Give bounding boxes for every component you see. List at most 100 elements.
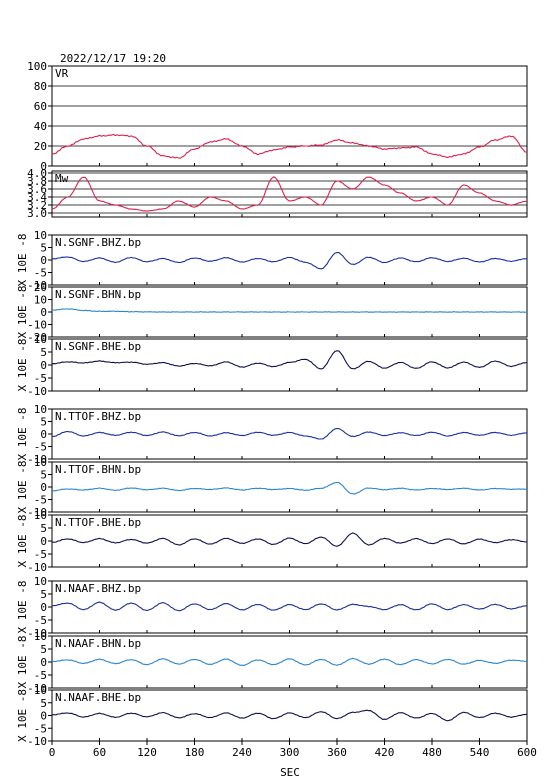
y-tick-label: -10 — [27, 385, 47, 398]
x-tick-label: 180 — [185, 746, 205, 759]
x-tick-label: 60 — [93, 746, 106, 759]
y-axis-label: X 10E -8 — [16, 461, 29, 514]
series-line — [51, 350, 528, 370]
y-tick-label: 0 — [40, 601, 47, 614]
y-axis-label: X 10E -8 — [16, 636, 29, 689]
y-tick-label: -5 — [34, 372, 47, 385]
x-tick-label: 360 — [327, 746, 347, 759]
y-tick-label: 0 — [40, 306, 47, 319]
y-tick-label: 5 — [40, 242, 47, 255]
panel-label: VR — [55, 67, 69, 80]
x-tick-label: 120 — [137, 746, 157, 759]
y-tick-label: -10 — [27, 561, 47, 574]
panel-label: N.SGNF.BHE.bp — [55, 340, 141, 353]
y-axis-label: X 10E -8 — [16, 408, 29, 461]
x-tick-label: 240 — [232, 746, 252, 759]
y-tick-label: 10 — [34, 294, 47, 307]
y-tick-label: 10 — [34, 333, 47, 346]
figure-title: 2022/12/17 19:20 — [60, 52, 166, 65]
y-tick-label: -10 — [27, 279, 47, 292]
y-tick-label: 3.6 — [27, 183, 47, 196]
y-axis-label: X 10E -8 — [16, 234, 29, 287]
y-tick-label: 10 — [34, 630, 47, 643]
y-tick-label: 0 — [40, 481, 47, 494]
panel-mw: 3.03.23.43.63.84.0 Mw — [27, 167, 528, 220]
y-tick-label: -10 — [27, 735, 47, 748]
y-tick-label: 5 — [40, 346, 47, 359]
y-tick-label: -5 — [34, 441, 47, 454]
x-tick-label: 300 — [280, 746, 300, 759]
series-line — [51, 252, 528, 270]
panel-label: N.TTOF.BHN.bp — [55, 463, 141, 476]
x-axis: 0 60 120 180 240 300 360 420 480 540 600 — [49, 741, 537, 759]
y-tick-label: -5 — [34, 267, 47, 280]
panel-frame — [51, 65, 528, 167]
y-tick-label: 10 — [34, 509, 47, 522]
x-tick-label: 600 — [517, 746, 537, 759]
panel-label: N.NAAF.BHE.bp — [55, 691, 141, 704]
y-tick-label: 4.0 — [27, 167, 47, 180]
y-tick-label: 0 — [40, 656, 47, 669]
series-line — [51, 133, 527, 159]
series-line — [51, 532, 528, 547]
y-axis-label: X 10E -8 — [16, 515, 29, 568]
y-tick-label: 100 — [27, 60, 47, 73]
y-tick-label: -10 — [27, 506, 47, 519]
series-line — [51, 601, 528, 612]
x-axis-label: SEC — [280, 766, 300, 779]
y-tick-label: 3.0 — [27, 207, 47, 220]
panel-label: N.SGNF.BHN.bp — [55, 288, 141, 301]
x-tick-label: 0 — [49, 746, 56, 759]
series-line — [51, 427, 528, 440]
series-line — [52, 709, 528, 722]
series-line — [51, 657, 528, 667]
y-tick-label: 20 — [34, 281, 47, 294]
panel-label: N.NAAF.BHZ.bp — [55, 582, 141, 595]
y-tick-label: 0 — [40, 160, 47, 173]
y-tick-label: 60 — [34, 100, 47, 113]
y-tick-label: 5 — [40, 643, 47, 656]
y-tick-label: -5 — [34, 669, 47, 682]
y-axis-label: X 10E -8 — [16, 286, 29, 339]
y-tick-label: -5 — [34, 548, 47, 561]
y-axis-label: X 10E -8 — [16, 339, 29, 392]
y-axis-label: X 10E -8 — [16, 689, 29, 742]
y-tick-label: 0 — [40, 710, 47, 723]
y-tick-label: 5 — [40, 588, 47, 601]
panel-label: N.TTOF.BHE.bp — [55, 516, 141, 529]
y-tick-label: 5 — [40, 469, 47, 482]
y-tick-label: 80 — [34, 80, 47, 93]
y-tick-label: -5 — [34, 614, 47, 627]
y-tick-label: -10 — [27, 627, 47, 640]
y-tick-label: 5 — [40, 522, 47, 535]
panel-label: N.SGNF.BHZ.bp — [55, 236, 141, 249]
y-tick-label: 10 — [34, 229, 47, 242]
panel-label: N.TTOF.BHZ.bp — [55, 410, 141, 423]
y-tick-label: 0 — [40, 254, 47, 267]
y-tick-label: 10 — [34, 456, 47, 469]
y-tick-label: -5 — [34, 722, 47, 735]
y-tick-label: 0 — [40, 535, 47, 548]
y-tick-label: -5 — [34, 494, 47, 507]
y-tick-label: 0 — [40, 428, 47, 441]
y-tick-label: 5 — [40, 697, 47, 710]
series-line — [51, 176, 528, 212]
y-tick-label: 3.8 — [27, 175, 47, 188]
y-tick-label: -10 — [27, 453, 47, 466]
panel-vr: 0 20 40 60 80 100 VR — [27, 60, 528, 173]
series-line — [51, 482, 528, 495]
y-tick-label: 3.4 — [27, 191, 47, 204]
y-tick-label: 0 — [40, 359, 47, 372]
y-tick-label: -20 — [27, 331, 47, 344]
y-tick-label: 40 — [34, 120, 47, 133]
